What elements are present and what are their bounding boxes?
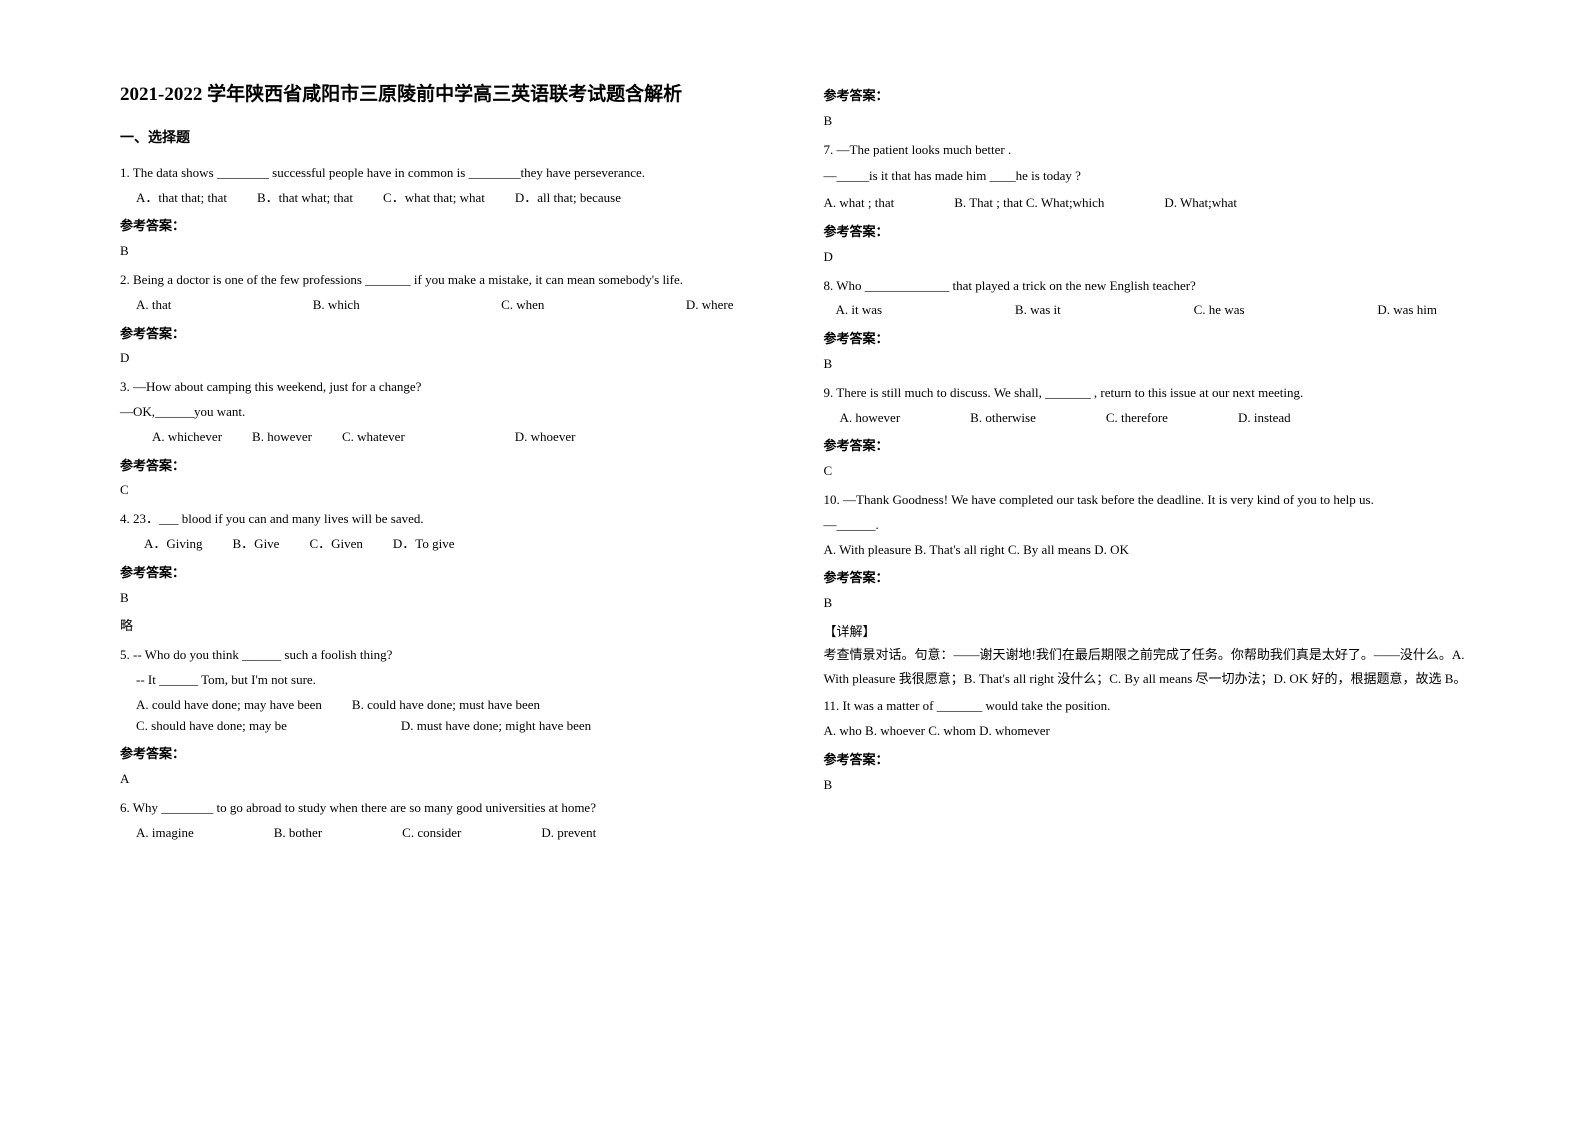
option-b: B. which [313, 295, 360, 316]
question-options: A. could have done; may have been B. cou… [120, 695, 764, 737]
question-text: 7. —The patient looks much better . [824, 140, 1468, 161]
answer-value: C [824, 461, 1468, 482]
option-d: D. whoever [515, 427, 576, 448]
question-options: A．that that; that B．that what; that C．wh… [120, 188, 764, 209]
option-b: B．Give [233, 534, 280, 555]
question-text: -- It ______ Tom, but I'm not sure. [120, 670, 764, 691]
option-d: D. instead [1238, 408, 1291, 429]
question-options: A. that B. which C. when D. where [120, 295, 764, 316]
explain-text: 考查情景对话。句意：——谢天谢地!我们在最后期限之前完成了任务。你帮助我们真是太… [824, 643, 1468, 692]
option-c: C. whatever [342, 427, 405, 448]
option-b: B．that what; that [257, 188, 353, 209]
option-a: A．Giving [144, 534, 203, 555]
option-c: C. should have done; may be [136, 716, 287, 737]
question-text: 6. Why ________ to go abroad to study wh… [120, 798, 764, 819]
option-a: A. it was [836, 300, 883, 321]
question-text: 9. There is still much to discuss. We sh… [824, 383, 1468, 404]
answer-value: D [824, 247, 1468, 268]
option-b: B. could have done; must have been [352, 695, 540, 716]
option-d: D．all that; because [515, 188, 621, 209]
question-10: 10. —Thank Goodness! We have completed o… [824, 490, 1468, 560]
option-a: A. however [840, 408, 901, 429]
option-a: A. imagine [136, 823, 194, 844]
option-d: D. was him [1377, 300, 1437, 321]
question-text: 3. —How about camping this weekend, just… [120, 377, 764, 398]
answer-value: D [120, 348, 764, 369]
page-title: 2021-2022 学年陕西省咸阳市三原陵前中学高三英语联考试题含解析 [120, 80, 764, 110]
option-d: D．To give [393, 534, 455, 555]
option-c: C．Given [309, 534, 362, 555]
option-c: C. therefore [1106, 408, 1168, 429]
question-options: A. what ; that B. That ; that C. What;wh… [824, 193, 1468, 214]
question-11: 11. It was a matter of _______ would tak… [824, 696, 1468, 742]
question-options: A. imagine B. bother C. consider D. prev… [120, 823, 764, 844]
answer-label: 参考答案： [120, 456, 764, 477]
question-text: 8. Who _____________ that played a trick… [824, 276, 1468, 297]
option-d: D. must have done; might have been [401, 716, 591, 737]
question-options: A. who B. whoever C. whom D. whomever [824, 721, 1468, 742]
question-text: —______. [824, 515, 1468, 536]
question-9: 9. There is still much to discuss. We sh… [824, 383, 1468, 429]
question-text: 4. 23．___ blood if you can and many live… [120, 509, 764, 530]
option-a: A．that that; that [136, 188, 227, 209]
question-2: 2. Being a doctor is one of the few prof… [120, 270, 764, 316]
option-d: D. prevent [541, 823, 596, 844]
question-1: 1. The data shows ________ successful pe… [120, 163, 764, 209]
answer-omitted: 略 [120, 616, 764, 637]
question-7: 7. —The patient looks much better . —___… [824, 140, 1468, 214]
answer-label: 参考答案： [120, 563, 764, 584]
option-d: D. What;what [1164, 193, 1237, 214]
answer-value: B [824, 593, 1468, 614]
question-8: 8. Who _____________ that played a trick… [824, 276, 1468, 322]
question-text: —OK,______you want. [120, 402, 764, 423]
question-5: 5. -- Who do you think ______ such a foo… [120, 645, 764, 736]
question-text: —_____is it that has made him ____he is … [824, 166, 1468, 187]
option-b: B. however [252, 427, 312, 448]
option-a: A. whichever [152, 427, 222, 448]
option-a: A. that [136, 295, 171, 316]
option-b: B. bother [274, 823, 322, 844]
option-bc: B. That ; that C. What;which [954, 193, 1104, 214]
answer-label: 参考答案： [120, 744, 764, 765]
question-3: 3. —How about camping this weekend, just… [120, 377, 764, 447]
section-header: 一、选择题 [120, 128, 764, 150]
answer-value: C [120, 480, 764, 501]
question-text: 2. Being a doctor is one of the few prof… [120, 270, 764, 291]
option-c: C. consider [402, 823, 461, 844]
question-text: 1. The data shows ________ successful pe… [120, 163, 764, 184]
answer-label: 参考答案： [824, 329, 1468, 350]
answer-value: A [120, 769, 764, 790]
answer-value: B [824, 775, 1468, 796]
answer-label: 参考答案： [120, 216, 764, 237]
question-text: 10. —Thank Goodness! We have completed o… [824, 490, 1468, 511]
explain-label: 【详解】 [824, 622, 1468, 643]
question-options: A. With pleasure B. That's all right C. … [824, 540, 1468, 561]
answer-value: B [824, 111, 1468, 132]
answer-label: 参考答案： [824, 750, 1468, 771]
question-6: 6. Why ________ to go abroad to study wh… [120, 798, 764, 844]
question-text: 5. -- Who do you think ______ such a foo… [120, 645, 764, 666]
question-text: 11. It was a matter of _______ would tak… [824, 696, 1468, 717]
answer-value: B [824, 354, 1468, 375]
option-d: D. where [686, 295, 734, 316]
question-options: A. however B. otherwise C. therefore D. … [824, 408, 1468, 429]
answer-label: 参考答案： [120, 324, 764, 345]
question-options: A．Giving B．Give C．Given D．To give [120, 534, 764, 555]
answer-value: B [120, 588, 764, 609]
question-4: 4. 23．___ blood if you can and many live… [120, 509, 764, 555]
option-c: C. when [501, 295, 544, 316]
option-a: A. could have done; may have been [136, 695, 322, 716]
answer-value: B [120, 241, 764, 262]
answer-label: 参考答案： [824, 568, 1468, 589]
answer-label: 参考答案： [824, 222, 1468, 243]
answer-label: 参考答案： [824, 436, 1468, 457]
option-a: A. what ; that [824, 193, 895, 214]
option-b: B. otherwise [970, 408, 1036, 429]
answer-label: 参考答案： [824, 86, 1468, 107]
question-options: A. it was B. was it C. he was D. was him [824, 300, 1468, 321]
option-c: C．what that; what [383, 188, 485, 209]
option-c: C. he was [1194, 300, 1245, 321]
question-options: A. whichever B. however C. whatever D. w… [120, 427, 764, 448]
option-b: B. was it [1015, 300, 1061, 321]
